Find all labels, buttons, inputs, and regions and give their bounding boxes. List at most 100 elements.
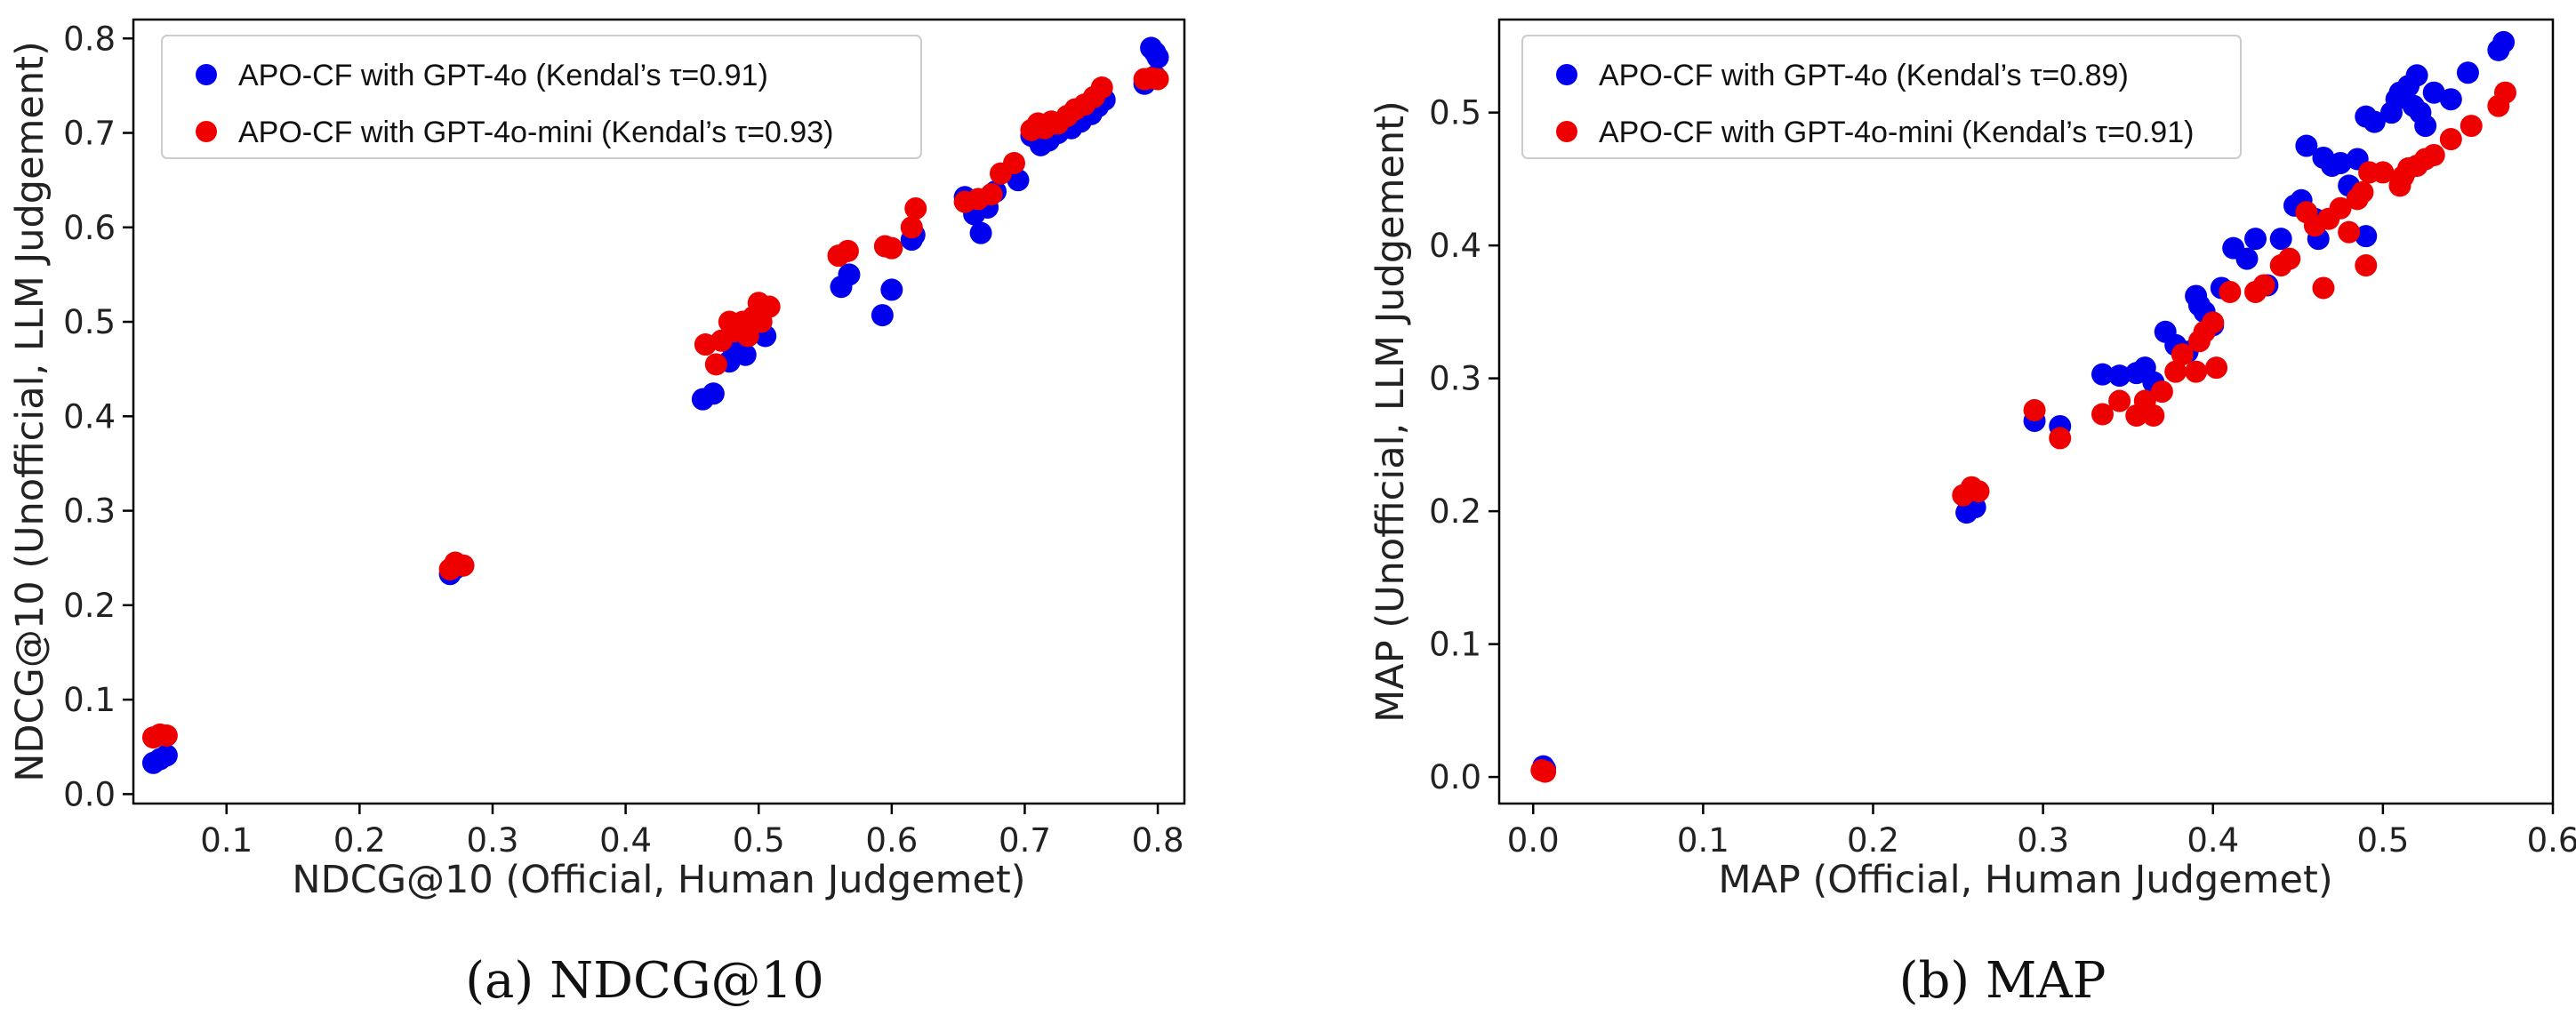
panel-ndcg-point-gpt4o-mini [452, 554, 475, 577]
panel-map-y-tick-label: 0.1 [1429, 626, 1481, 664]
panel-ndcg-point-gpt4o-mini [704, 353, 727, 376]
panel-ndcg-y-tick-label: 0.7 [63, 115, 116, 153]
panel-map-y-tick-label: 0.3 [1429, 360, 1481, 398]
panel-map-point-gpt4o-mini [2252, 274, 2275, 297]
panel-ndcg-y-label: NDCG@10 (Unofficial, LLM Judgement) [8, 41, 52, 782]
panel-map-point-gpt4o-mini [2355, 254, 2378, 277]
panel-map-point-gpt4o-mini [2150, 380, 2173, 404]
panel-map-point-gpt4o [2422, 81, 2445, 104]
panel-map-point-gpt4o-mini [2205, 356, 2228, 380]
panel-map-x-tick-label: 0.1 [1677, 821, 1729, 860]
panel-ndcg-y-tick-label: 0.8 [63, 20, 116, 58]
panel-ndcg-y-tick-label: 0.0 [63, 775, 116, 813]
panel-map-point-gpt4o [2108, 364, 2131, 388]
panel-map-point-gpt4o-mini [2091, 403, 2115, 426]
panel-map-legend-label-gpt4o-mini: APO-CF with GPT-4o-mini (Kendal’s τ=0.91… [1599, 116, 2194, 149]
panel-map-x-label: MAP (Official, Human Judgemet) [1718, 858, 2332, 902]
panel-ndcg-point-gpt4o [838, 263, 861, 286]
panel-map-point-gpt4o [2363, 110, 2386, 133]
panel-map-x-tick-label: 0.3 [2017, 821, 2069, 860]
panel-ndcg-point-gpt4o [155, 744, 178, 767]
panel-map-point-gpt4o-mini [2338, 220, 2361, 244]
panel-map-legend: APO-CF with GPT-4o (Kendal’s τ=0.89) APO… [1521, 35, 2242, 159]
panel-ndcg-y-tick-label: 0.6 [63, 209, 116, 247]
panel-ndcg-point-gpt4o-mini [1002, 152, 1025, 175]
panel-map-point-gpt4o [2405, 64, 2428, 87]
panel-map-caption: (b) MAP [1899, 952, 2107, 1010]
panel-ndcg-point-gpt4o-mini [1090, 76, 1113, 100]
panel-ndcg-plot-frame [132, 18, 1186, 805]
panel-map-point-gpt4o-mini [2202, 311, 2225, 334]
panel-ndcg-point-gpt4o [969, 221, 992, 244]
panel-ndcg-y-tick-label: 0.5 [63, 303, 116, 341]
panel-map-plot-frame [1497, 18, 2555, 805]
panel-ndcg-point-gpt4o-mini [1146, 68, 1169, 91]
panel-map-point-gpt4o [2355, 225, 2378, 248]
panel-map-point-gpt4o [2244, 228, 2267, 251]
panel-map-point-gpt4o [2091, 363, 2115, 386]
panel-ndcg-legend-marker-gpt4o-mini [196, 121, 217, 142]
panel-ndcg-x-tick-label: 0.2 [333, 821, 386, 860]
panel-ndcg-y-tick-label: 0.4 [63, 397, 116, 436]
panel-map: 0.0 0.1 0.2 0.3 0.4 0.5 0.6 0.0 0.1 0.2 0.3 0.4 0.5… [1368, 18, 2576, 1010]
panel-ndcg-point-gpt4o-mini [980, 183, 1003, 206]
panel-map-y-label: MAP (Unofficial, LLM Judgement) [1368, 100, 1413, 723]
panel-map-x-tick-label: 0.6 [2527, 821, 2576, 860]
panel-map-point-gpt4o-mini [2185, 360, 2208, 383]
panel-map-point-gpt4o-mini [1534, 760, 1557, 783]
panel-map-point-gpt4o-mini [2329, 196, 2352, 220]
panel-ndcg-x-tick-label: 0.5 [733, 821, 785, 860]
panel-map-point-gpt4o-mini [2023, 399, 2046, 422]
panel-ndcg-point-gpt4o-mini [758, 295, 781, 318]
panel-map-point-gpt4o-mini [2351, 180, 2374, 204]
panel-ndcg-x-tick-label: 0.1 [200, 821, 253, 860]
panel-ndcg-x-tick-label: 0.8 [1132, 821, 1184, 860]
panel-ndcg-point-gpt4o [871, 304, 894, 327]
panel-map-point-gpt4o-mini [2142, 404, 2165, 427]
panel-map-legend-marker-gpt4o-mini [1556, 121, 1577, 142]
panel-map-point-gpt4o-mini [2312, 276, 2335, 300]
panel-map-point-gpt4o [2235, 247, 2259, 270]
panel-ndcg-legend-marker-gpt4o [196, 64, 217, 85]
panel-map-x-tick-label: 0.0 [1507, 821, 1560, 860]
panel-map-point-gpt4o-mini [2460, 115, 2483, 138]
panel-map-x-axis: 0.0 0.1 0.2 0.3 0.4 0.5 0.6 [1507, 804, 2576, 860]
panel-map-y-tick-label: 0.0 [1429, 758, 1481, 796]
panel-map-y-tick-label: 0.2 [1429, 492, 1481, 531]
panel-ndcg: 0.1 0.2 0.3 0.4 0.5 0.6 0.7 0.8 0.0 0.1 0.2 0.3 0.4… [8, 18, 1186, 1010]
panel-map-point-gpt4o [2269, 228, 2292, 251]
panel-map-legend-marker-gpt4o [1556, 64, 1577, 85]
panel-map-point-gpt4o-mini [2371, 161, 2395, 184]
panel-map-y-tick-label: 0.5 [1429, 94, 1481, 132]
panel-map-point-gpt4o-mini [2171, 343, 2194, 366]
panel-ndcg-legend-label-gpt4o: APO-CF with GPT-4o (Kendal’s τ=0.91) [238, 59, 768, 92]
panel-map-y-axis: 0.0 0.1 0.2 0.3 0.4 0.5 [1429, 94, 1499, 796]
panel-map-point-gpt4o-mini [2422, 143, 2445, 166]
panel-ndcg-point-gpt4o [880, 278, 903, 301]
panel-ndcg-legend: APO-CF with GPT-4o (Kendal’s τ=0.91) APO… [161, 35, 922, 159]
panel-map-point-gpt4o-mini [2108, 389, 2131, 412]
panel-ndcg-points [141, 36, 1169, 774]
panel-ndcg-point-gpt4o-mini [900, 216, 923, 239]
panel-map-points [1530, 30, 2516, 783]
panel-ndcg-x-tick-label: 0.6 [865, 821, 918, 860]
panel-map-point-gpt4o-mini [2278, 247, 2301, 270]
panel-map-x-tick-label: 0.2 [1847, 821, 1899, 860]
panel-ndcg-point-gpt4o-mini [155, 724, 178, 747]
panel-map-point-gpt4o-mini [1967, 480, 1990, 503]
panel-map-point-gpt4o [2456, 61, 2479, 84]
panel-ndcg-point-gpt4o-mini [836, 239, 859, 262]
panel-ndcg-y-tick-label: 0.3 [63, 492, 116, 531]
panel-map-point-gpt4o-mini [2493, 81, 2516, 104]
panel-map-point-gpt4o [2295, 134, 2318, 157]
panel-map-point-gpt4o-mini [2049, 427, 2072, 450]
panel-map-y-tick-label: 0.4 [1429, 227, 1481, 265]
panel-map-point-gpt4o [2492, 30, 2516, 53]
panel-map-x-tick-label: 0.5 [2356, 821, 2409, 860]
panel-ndcg-x-axis: 0.1 0.2 0.3 0.4 0.5 0.6 0.7 0.8 [200, 804, 1184, 860]
panel-map-point-gpt4o-mini [2219, 280, 2242, 303]
panel-map-point-gpt4o [2439, 88, 2462, 111]
panel-ndcg-y-tick-label: 0.2 [63, 587, 116, 625]
panel-ndcg-x-label: NDCG@10 (Official, Human Judgemet) [292, 858, 1025, 902]
